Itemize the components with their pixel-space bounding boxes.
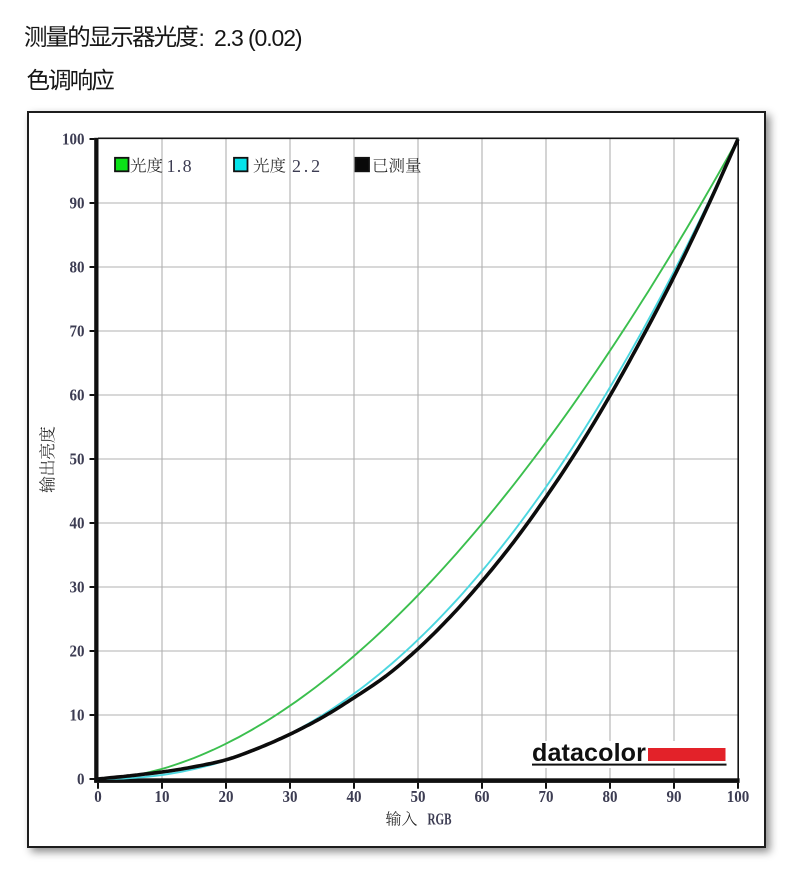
svg-text:100: 100 [727, 787, 750, 806]
svg-text:40: 40 [70, 514, 85, 533]
svg-text:10: 10 [70, 706, 85, 725]
svg-text:20: 20 [70, 642, 85, 661]
svg-text:20: 20 [219, 787, 234, 806]
svg-text:1.8: 1.8 [167, 156, 193, 176]
svg-text:70: 70 [70, 322, 85, 341]
svg-text:60: 60 [475, 787, 490, 806]
svg-text:100: 100 [62, 130, 85, 149]
svg-text:50: 50 [411, 787, 426, 806]
svg-text:80: 80 [70, 258, 85, 277]
svg-text:70: 70 [539, 787, 554, 806]
svg-text::: : [199, 25, 205, 51]
svg-text:40: 40 [347, 787, 362, 806]
svg-text:0: 0 [94, 787, 102, 806]
svg-text:2.2: 2.2 [292, 156, 323, 176]
svg-text:30: 30 [283, 787, 298, 806]
svg-text:2.3 (0.02): 2.3 (0.02) [214, 25, 302, 51]
svg-text:50: 50 [70, 450, 85, 469]
svg-text:datacolor: datacolor [532, 739, 646, 767]
svg-text:90: 90 [70, 194, 85, 213]
svg-text:0: 0 [77, 770, 85, 789]
svg-text:80: 80 [603, 787, 618, 806]
svg-text:30: 30 [70, 578, 85, 597]
svg-text:10: 10 [155, 787, 170, 806]
svg-text:RGB: RGB [428, 810, 452, 829]
svg-text:60: 60 [70, 386, 85, 405]
svg-text:90: 90 [667, 787, 682, 806]
